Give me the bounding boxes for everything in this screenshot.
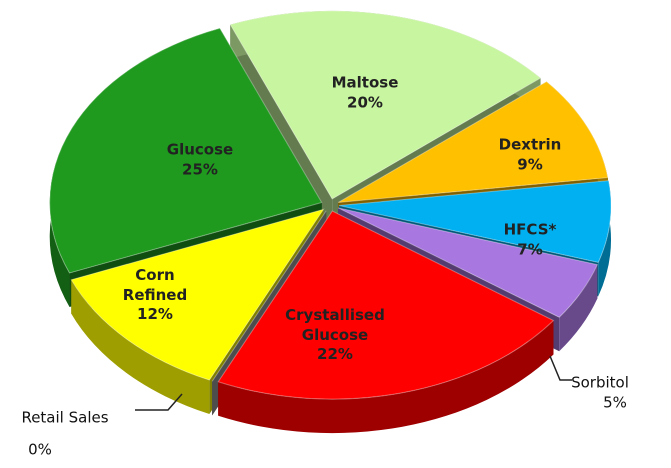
slice — [211, 210, 327, 382]
slice-side — [71, 279, 210, 415]
category-name: Crystallised Glucose — [285, 305, 385, 344]
category-name: Glucose — [166, 140, 234, 159]
value-label: 25% — [182, 160, 218, 178]
value-label: 12% — [137, 304, 173, 323]
slice-label: Corn Refined 12% — [115, 266, 195, 325]
slice — [70, 208, 325, 381]
slice-label: Crystallised Glucose 22% — [275, 306, 395, 365]
category-name: HFCS* — [503, 220, 557, 239]
value-label: 5% — [603, 393, 627, 411]
slice-side — [598, 180, 611, 297]
slice — [49, 27, 323, 274]
slice-label: Dextrin 9% — [485, 136, 575, 175]
slice-label: Sorbitol 5% — [560, 374, 640, 413]
value-label: 22% — [317, 344, 353, 363]
slice-side — [218, 320, 554, 434]
slice — [337, 81, 609, 203]
category-name: Dextrin — [498, 135, 562, 154]
category-name: Retail Sales — [21, 408, 109, 427]
category-name: Corn Refined — [122, 265, 188, 304]
slice-label: Retail Sales 0% — [10, 409, 120, 460]
pie — [49, 10, 612, 434]
slice-label: HFCS* 7% — [485, 221, 575, 260]
value-label: 0% — [28, 440, 52, 458]
leader-line — [549, 355, 572, 381]
slice — [217, 210, 555, 400]
slice — [337, 207, 599, 318]
category-name: Sorbitol — [571, 373, 629, 392]
slice-side — [559, 264, 598, 352]
value-label: 9% — [517, 155, 543, 173]
slice — [338, 180, 612, 263]
slice-label: Glucose 25% — [155, 141, 245, 180]
value-label: 7% — [517, 240, 543, 258]
slice — [229, 10, 542, 200]
value-label: 20% — [347, 93, 383, 111]
category-name: Maltose — [331, 73, 399, 92]
slice-label: Maltose 20% — [305, 74, 425, 113]
leader-line — [135, 393, 183, 411]
